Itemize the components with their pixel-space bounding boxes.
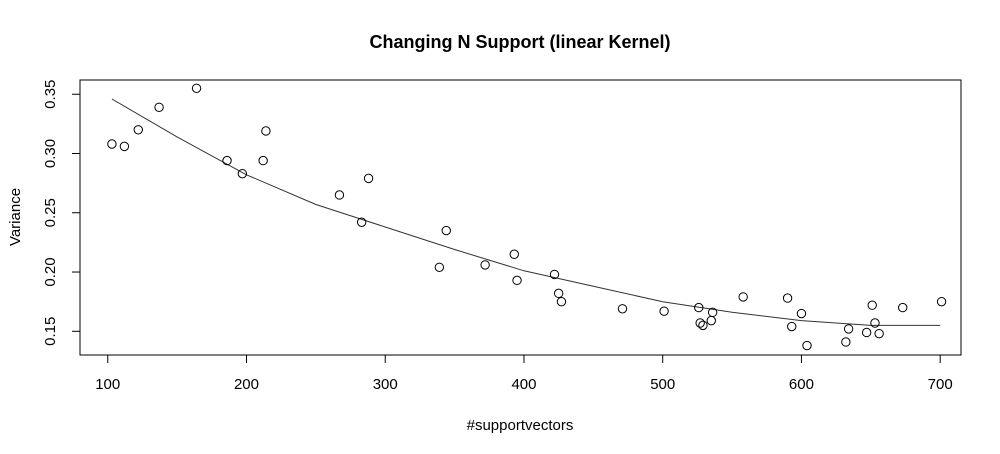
data-point [512,275,522,286]
data-point [480,260,490,270]
data-point [191,83,202,93]
plot-frame [79,79,962,356]
data-point [119,141,130,152]
data-point [706,315,716,326]
data-point [441,225,451,236]
data-point [936,296,947,307]
data-point [133,125,143,135]
data-point [659,306,669,316]
x-tick-label: 500 [650,376,675,393]
x-tick-label: 700 [928,376,953,393]
data-point [843,324,854,334]
fit-curve [111,98,941,326]
data-point [870,318,880,328]
data-point [258,155,268,166]
data-point [237,168,248,179]
data-point [334,190,345,200]
data-point [556,296,567,307]
data-point [154,102,164,112]
x-tick-label: 600 [789,376,814,393]
data-point [787,321,797,332]
data-point [695,318,705,328]
x-tick-label: 100 [95,376,120,393]
data-point [222,155,232,166]
y-axis: 0.15 0.20 0.25 0.30 0.35 [42,80,81,346]
y-tick-label: 0.20 [42,257,59,286]
data-point [107,139,117,149]
data-point [867,300,877,310]
data-point [738,292,748,302]
x-tick-label: 200 [234,376,259,393]
data-point [898,302,908,313]
chart-title: Changing N Support (linear Kernel) [369,32,670,52]
x-tick-label: 400 [511,376,536,393]
data-point [841,337,851,347]
x-tick-label: 300 [373,376,398,393]
data-point [802,340,812,351]
y-tick-label: 0.25 [42,198,59,227]
data-points [107,83,947,351]
data-point [549,269,560,280]
data-point [509,249,519,259]
y-tick-label: 0.30 [42,139,59,168]
data-point [356,217,367,227]
data-point [698,320,708,331]
data-point [874,328,884,339]
data-point [861,327,872,338]
y-tick-label: 0.15 [42,317,59,346]
data-point [796,308,807,319]
x-axis-label: #supportvectors [467,417,574,434]
y-axis-label: Variance [7,188,24,246]
y-tick-label: 0.35 [42,80,59,109]
data-point [434,262,445,272]
data-point [617,304,628,314]
data-point [363,173,374,184]
x-axis: 100 200 300 400 500 600 700 [95,354,953,393]
data-point [694,302,704,313]
data-point [707,307,718,318]
data-point [782,293,793,303]
data-point [553,288,564,299]
data-point [261,126,271,136]
